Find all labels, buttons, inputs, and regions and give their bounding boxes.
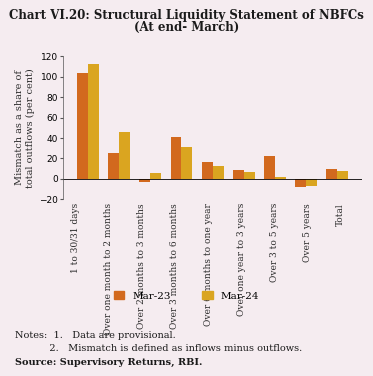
Bar [306,179,317,186]
Text: Over one month to 2 months: Over one month to 2 months [104,203,113,335]
Text: Total: Total [336,203,345,226]
Bar [264,156,275,179]
Bar [150,173,161,179]
Bar [337,171,348,179]
Text: Chart VI.20: Structural Liquidity Statement of NBFCs: Chart VI.20: Structural Liquidity Statem… [9,9,364,23]
Text: 2.   Mismatch is defined as inflows minus outflows.: 2. Mismatch is defined as inflows minus … [15,344,302,353]
Bar [88,64,99,179]
Text: Notes:  1.   Data are provisional.: Notes: 1. Data are provisional. [15,331,176,340]
Text: Over 2 months to 3 months: Over 2 months to 3 months [137,203,146,329]
Bar [181,147,192,179]
Legend: Mar-23, Mar-24: Mar-23, Mar-24 [109,287,264,305]
Bar [244,172,255,179]
Text: Source: Supervisory Returns, RBI.: Source: Supervisory Returns, RBI. [15,358,202,367]
Bar [108,153,119,179]
Text: 1 to 30/31 days: 1 to 30/31 days [71,203,80,273]
Bar [213,165,223,179]
Bar [170,137,181,179]
Text: Over 3 to 5 years: Over 3 to 5 years [270,203,279,282]
Text: Over 5 years: Over 5 years [303,203,312,262]
Text: (At end- March): (At end- March) [134,21,239,34]
Bar [77,73,88,179]
Bar [202,162,213,179]
Bar [119,132,130,179]
Bar [275,177,286,179]
Bar [233,170,244,179]
Text: Over one year to 3 years: Over one year to 3 years [237,203,246,317]
Bar [295,179,306,187]
Text: Over 6 months to one year: Over 6 months to one year [204,203,213,326]
Bar [140,179,150,182]
Y-axis label: Mismatch as a share of
total outflows (per cent): Mismatch as a share of total outflows (p… [15,68,35,188]
Bar [326,169,337,179]
Text: Over 3 months to 6 months: Over 3 months to 6 months [170,203,179,329]
